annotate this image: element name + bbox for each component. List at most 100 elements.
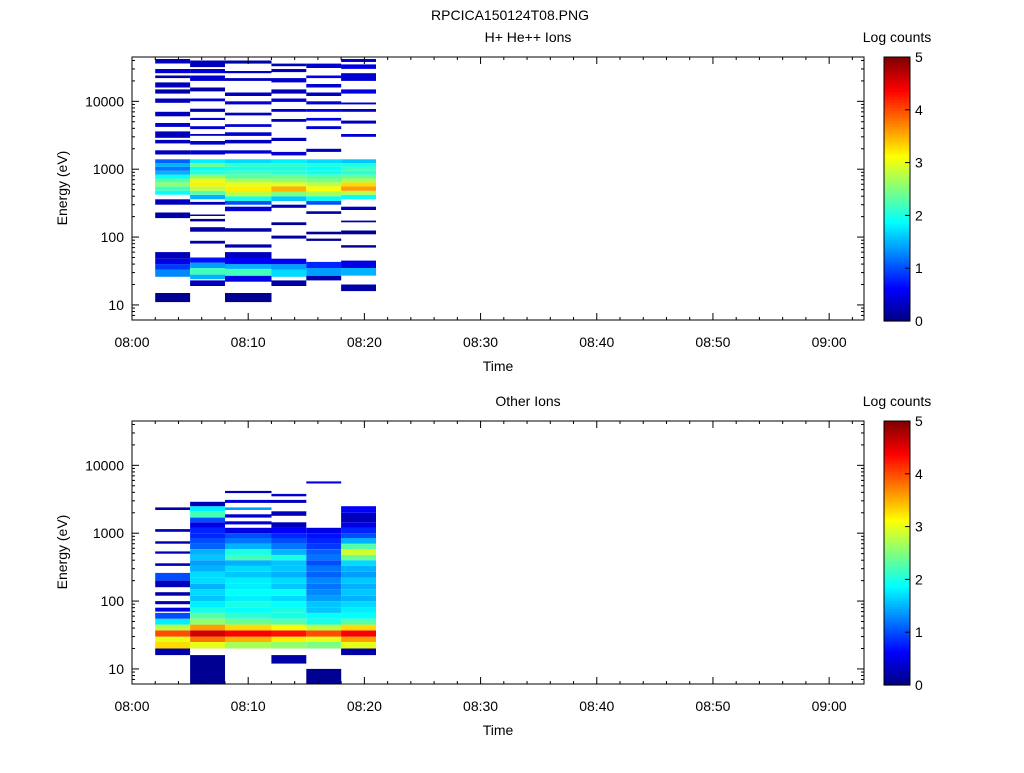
heatmap-cell (225, 264, 272, 269)
heatmap-cell (190, 258, 225, 263)
colorbar-tick-label: 4 (915, 466, 923, 482)
heatmap-cell (341, 613, 376, 619)
heatmap-cell (271, 566, 306, 572)
heatmap-cell (225, 258, 272, 265)
heatmap-cell (341, 285, 376, 292)
heatmap-cell (306, 268, 341, 276)
heatmap-cell (225, 514, 272, 517)
heatmap-cell (271, 625, 306, 631)
heatmap-cell (155, 150, 190, 154)
heatmap-cell (341, 642, 376, 649)
heatmap-cell (190, 195, 225, 200)
heatmap-cell (225, 244, 272, 247)
heatmap-cell (155, 613, 190, 619)
heatmap-cell (306, 572, 341, 578)
heatmap-cell (155, 131, 190, 137)
heatmap-cell (306, 196, 341, 201)
heatmap-cell (155, 252, 190, 259)
heatmap-cell (271, 511, 306, 516)
heatmap-cell (341, 544, 376, 550)
heatmap-cell (155, 213, 190, 219)
heatmap-cell (341, 109, 376, 112)
heatmap-cell (271, 613, 306, 619)
heatmap-cell (225, 171, 272, 175)
colorbar-tick-label: 0 (915, 313, 923, 329)
x-tick-label: 08:50 (695, 698, 730, 714)
heatmap-cell (271, 280, 306, 286)
heatmap-cell (306, 481, 341, 483)
heatmap-cell (306, 642, 341, 649)
heatmap-cell (225, 560, 272, 566)
heatmap-cell (155, 601, 190, 604)
heatmap-cell (190, 69, 225, 73)
heatmap-cell (155, 140, 190, 144)
colorbar-tick-label: 5 (915, 49, 923, 65)
heatmap-cell (225, 596, 272, 601)
heatmap-cell (190, 642, 225, 649)
heatmap-cell (225, 276, 272, 282)
heatmap-cell (306, 601, 341, 608)
heatmap-cell (341, 221, 376, 223)
heatmap-cell (155, 630, 190, 636)
heatmap-cell (341, 584, 376, 589)
heatmap-cell (225, 637, 272, 642)
heatmap-cell (190, 219, 225, 222)
heatmap-cell (225, 175, 272, 179)
heatmap-cell (306, 276, 341, 281)
heatmap-cell (306, 549, 341, 555)
heatmap-cell (225, 201, 272, 205)
heatmap-cell (306, 544, 341, 550)
heatmap-cell (190, 61, 225, 68)
heatmap-cell (271, 109, 306, 112)
heatmap-cell (190, 566, 225, 572)
heatmap-cell (306, 232, 341, 235)
heatmap-cell (306, 126, 341, 129)
heatmap-cell (306, 171, 341, 175)
heatmap-cell (306, 669, 341, 684)
heatmap-cell (341, 578, 376, 584)
heatmap-cell (155, 99, 190, 103)
heatmap-cell (306, 159, 341, 163)
heatmap-cell (271, 152, 306, 156)
colorbar-tick-label: 0 (915, 677, 923, 693)
heatmap-cell (306, 625, 341, 631)
heatmap-cell (190, 179, 225, 183)
heatmap-cell (271, 522, 306, 528)
heatmap-cell (306, 163, 341, 167)
heatmap-cell (341, 566, 376, 572)
heatmap-cell (225, 132, 272, 136)
heatmap-cell (225, 124, 272, 127)
heatmap-cell (306, 211, 341, 214)
heatmap-cell (225, 619, 272, 625)
heatmap-cell (306, 64, 341, 68)
heatmap-cell (341, 538, 376, 544)
figure: RPCICA150124T08.PNG 08:00 08:10 08:20 08:30… (0, 0, 1024, 768)
heatmap-cell (306, 201, 341, 205)
heatmap-cell (155, 199, 190, 204)
heatmap-cell (271, 264, 306, 270)
heatmap-cell (306, 608, 341, 613)
colorbar-tick-label: 3 (915, 155, 923, 171)
heatmap-cell (225, 159, 272, 163)
heatmap-cell (190, 275, 225, 280)
heatmap-cell (155, 59, 190, 64)
heatmap-cell (306, 118, 341, 121)
heatmap-cell (190, 560, 225, 566)
heatmap-cell (271, 549, 306, 555)
heatmap-cell (190, 241, 225, 244)
heatmap-cell (341, 589, 376, 596)
heatmap-cell (190, 538, 225, 544)
heatmap-cell (190, 596, 225, 601)
heatmap-cell (271, 544, 306, 550)
y-axis-label: Energy (eV) (54, 515, 70, 590)
heatmap-cell (155, 637, 190, 642)
heatmap-cell (341, 191, 376, 195)
colorbar-tick-label: 1 (915, 260, 923, 276)
y-axis-label: Energy (eV) (54, 151, 70, 226)
heatmap-cell (190, 134, 225, 136)
heatmap-cell (190, 186, 225, 191)
heatmap-cell (306, 262, 341, 268)
colorbar-label: Log counts (863, 393, 932, 409)
x-axis-label: Time (483, 722, 514, 738)
heatmap-cell (271, 500, 306, 503)
